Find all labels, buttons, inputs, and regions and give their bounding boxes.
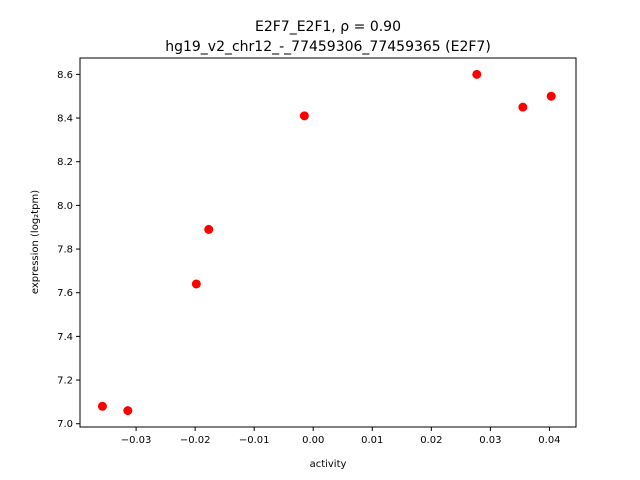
y-tick-label: 7.4 [57,332,73,343]
chart-title-line1: E2F7_E2F1, ρ = 0.90 [255,19,401,35]
data-point [546,91,556,101]
y-tick-label: 8.4 [57,114,73,125]
y-tick-label: 7.6 [57,288,73,299]
axes-frame [79,57,577,428]
y-tick-label: 7.2 [57,376,73,387]
plot-area: −0.03 −0.02 −0.01 0.00 0.01 0.02 0.03 0.04 7.0 7.… [57,69,561,446]
x-tick-label: 0.02 [420,435,442,446]
x-tick-label: −0.03 [121,435,152,446]
data-point [97,401,107,411]
x-tick-label: 0.04 [538,435,560,446]
x-tick-label: 0.00 [302,435,324,446]
data-point [299,111,309,121]
y-tick-label: 8.6 [57,70,73,81]
data-point [123,406,133,416]
chart-title-line2: hg19_v2_chr12_-_77459306_77459365 (E2F7) [165,39,491,55]
y-tick-label: 8.0 [57,201,73,212]
data-point [472,69,482,79]
y-axis-label: expression (log₂tpm) [30,190,41,294]
x-tick-label: 0.01 [361,435,383,446]
x-tick-label: 0.03 [479,435,501,446]
x-axis-label: activity [310,459,347,470]
x-tick-label: −0.01 [239,435,270,446]
data-point [191,279,201,289]
data-point [518,102,528,112]
x-tick-label: −0.02 [180,435,211,446]
y-tick-label: 7.8 [57,245,73,256]
data-point [204,224,214,234]
y-tick-label: 8.2 [57,157,73,168]
y-tick-label: 7.0 [57,419,73,430]
